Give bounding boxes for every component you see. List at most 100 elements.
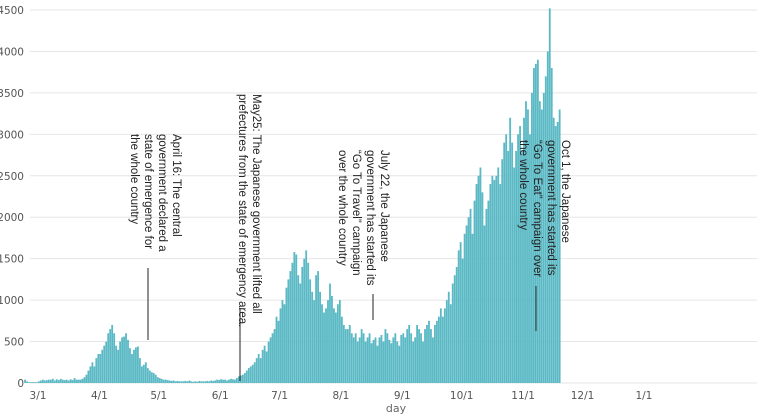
- bar: [424, 329, 426, 383]
- bar: [548, 8, 551, 384]
- y-tick-label: 3000: [0, 129, 24, 141]
- bar: [182, 381, 185, 383]
- bar: [556, 121, 559, 384]
- bar: [536, 59, 539, 383]
- bar: [386, 333, 389, 383]
- bar: [289, 271, 292, 383]
- bar: [325, 308, 327, 383]
- bar: [109, 329, 112, 383]
- bar: [319, 291, 321, 383]
- bar: [473, 200, 476, 383]
- bar: [154, 374, 157, 383]
- bar: [384, 329, 387, 383]
- x-tick-label: 9/1: [394, 390, 411, 402]
- bar: [196, 381, 199, 383]
- bar: [525, 101, 527, 384]
- bar: [67, 380, 70, 383]
- bar: [485, 208, 488, 383]
- bar: [542, 92, 545, 383]
- bar: [271, 333, 274, 383]
- gridlines: [30, 9, 757, 384]
- bar: [188, 380, 191, 383]
- bar: [344, 329, 347, 383]
- bar: [245, 370, 248, 383]
- annotation-line: “Go To Eat” campaign over: [531, 140, 543, 277]
- x-tick-label: 11/1: [511, 390, 535, 402]
- bar: [323, 312, 325, 383]
- bar: [39, 380, 42, 383]
- bar: [396, 341, 399, 383]
- bar: [222, 379, 224, 383]
- bar: [111, 324, 114, 383]
- annotation-line: the whole country: [128, 134, 140, 224]
- bar: [509, 117, 512, 383]
- bar: [465, 225, 468, 383]
- bar: [552, 117, 555, 383]
- y-tick-label: 4000: [0, 46, 24, 58]
- bar: [503, 142, 506, 383]
- bar: [281, 300, 284, 383]
- bar: [352, 337, 355, 383]
- bar: [75, 379, 78, 383]
- bar: [291, 262, 294, 383]
- bar: [416, 324, 418, 383]
- bar: [434, 324, 436, 383]
- x-tick-label: 12/1: [571, 390, 595, 402]
- bar: [119, 341, 121, 383]
- bar: [558, 109, 561, 383]
- bar: [253, 362, 256, 383]
- bar: [297, 275, 300, 383]
- bar: [172, 380, 175, 383]
- bar: [511, 142, 514, 383]
- annotation-line: May25: The Japanese government lifted al…: [250, 94, 262, 314]
- bar: [208, 381, 211, 383]
- bar: [285, 287, 288, 383]
- bar: [73, 378, 76, 383]
- bar: [380, 334, 383, 383]
- annotation-line: government has started its: [364, 150, 376, 286]
- bar: [178, 381, 181, 383]
- bar: [47, 379, 50, 383]
- bar: [65, 379, 68, 383]
- bar: [135, 347, 137, 383]
- bar: [443, 308, 446, 383]
- bar: [241, 374, 244, 383]
- bar: [402, 333, 405, 383]
- bar: [364, 341, 367, 383]
- bar: [348, 324, 351, 383]
- bar: [257, 353, 260, 383]
- bar: [184, 380, 187, 383]
- bar: [279, 308, 282, 383]
- bar: [259, 358, 262, 383]
- bar: [418, 329, 420, 383]
- bar: [366, 337, 369, 383]
- bar: [392, 337, 395, 383]
- annotation-may25: May25: The Japanese government lifted al…: [236, 94, 262, 327]
- bar: [127, 339, 129, 383]
- x-tick-label: 5/1: [150, 390, 167, 402]
- bar: [55, 379, 58, 383]
- bar: [206, 380, 209, 383]
- y-tick-label: 500: [4, 337, 24, 349]
- bar: [57, 380, 60, 383]
- bar: [467, 217, 470, 383]
- bar: [97, 353, 100, 383]
- x-tick-label: 6/1: [212, 390, 229, 402]
- bar: [315, 275, 318, 383]
- x-tick-label: 3/1: [30, 390, 47, 402]
- bar: [414, 337, 417, 383]
- y-tick-label: 1500: [0, 254, 24, 266]
- bar: [493, 179, 496, 383]
- bar: [321, 304, 323, 383]
- x-tick-label: 8/1: [332, 390, 349, 402]
- bar: [24, 379, 26, 383]
- bar: [439, 308, 442, 383]
- bar: [507, 150, 510, 383]
- annotation-line: July 22, the Japanese: [378, 150, 390, 262]
- bar: [342, 324, 345, 383]
- bar: [513, 167, 516, 383]
- x-tick-label: 10/1: [450, 390, 474, 402]
- bar: [523, 117, 525, 383]
- bar: [501, 159, 504, 383]
- bar: [376, 345, 379, 383]
